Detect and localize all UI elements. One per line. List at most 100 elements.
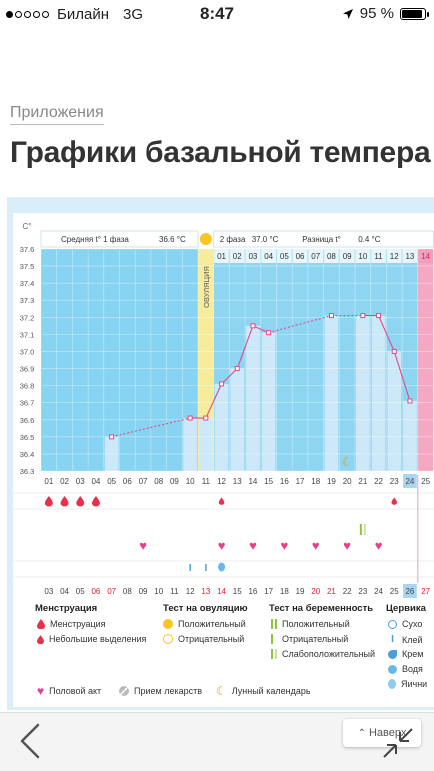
calendar-date-label: 09 [139, 587, 148, 596]
legend-intercourse: ♥ Половой акт [37, 685, 102, 697]
calendar-date-label: 11 [170, 587, 179, 596]
collapse-fullscreen-icon[interactable] [376, 721, 420, 765]
calendar-date-label: 14 [217, 587, 226, 596]
ring-icon [388, 619, 397, 629]
ovulation-band [198, 249, 214, 471]
temperature-point [203, 415, 209, 421]
eggwhite-icon [388, 679, 396, 689]
temperature-point [376, 313, 382, 319]
legend-ovulation-positive: Положительный [163, 619, 246, 629]
temperature-line-segment [221, 368, 238, 385]
cycle-day-number: 02 [60, 477, 69, 486]
temp-diff-label: Разница t° [302, 235, 341, 244]
temp-diff-value: 0.4 °C [358, 235, 381, 244]
menstruation-drop-icon [60, 496, 69, 507]
cycle-day-number: 16 [280, 477, 289, 486]
calendar-date-label: 08 [123, 587, 132, 596]
y-tick-label: 36.3 [20, 467, 35, 476]
intercourse-heart-icon: ♥ [343, 538, 351, 553]
temperature-line-segment [205, 383, 223, 419]
legend-label: Клей [402, 634, 423, 645]
calendar-date-label: 21 [327, 587, 336, 596]
cycle-day-cell [339, 249, 355, 263]
calendar-date-label: 22 [343, 587, 352, 596]
cycle-day-cell [386, 249, 402, 263]
carrier-group: Билайн 3G [6, 6, 143, 23]
cycle-day-label: 07 [311, 252, 320, 261]
legend-label: Слабоположительный [282, 649, 376, 659]
section-label[interactable]: Приложения [10, 104, 104, 125]
cycle-day-number: 04 [91, 477, 100, 486]
cycle-day-label: 01 [217, 252, 226, 261]
pill-icon [119, 686, 129, 696]
cycle-day-cell [355, 249, 371, 263]
legend-label: Небольшие выделения [49, 634, 147, 644]
temperature-point [234, 366, 240, 372]
cycle-day-label: 11 [374, 252, 383, 261]
temperature-point [250, 323, 256, 329]
cycle-day-number: 23 [390, 477, 399, 486]
intercourse-heart-icon: ♥ [375, 538, 383, 553]
y-tick-label: 37.5 [20, 262, 35, 271]
cycle-day-number: 19 [327, 477, 336, 486]
cycle-day-number: 08 [154, 477, 163, 486]
cycle-day-number: 18 [311, 477, 320, 486]
legend-lunar: ☾ Лунный календарь [216, 685, 311, 697]
calendar-date-label: 25 [390, 587, 399, 596]
calendar-date-label: 24 [374, 587, 383, 596]
cycle-day-number: 24 [405, 477, 414, 486]
cycle-day-label: 09 [343, 252, 352, 261]
temperature-bar [371, 315, 386, 471]
temperature-line-segment [111, 417, 191, 438]
chevron-up-icon: ⌃ [357, 727, 366, 739]
temperature-point [219, 381, 225, 387]
y-tick-label: 37.3 [20, 296, 35, 305]
light-bleeding-drop-icon [391, 497, 398, 505]
legend-cervical-title: Цервика [386, 603, 426, 614]
intercourse-heart-icon: ♥ [312, 538, 320, 553]
sticky-icon: I [391, 634, 394, 645]
back-arrow-icon[interactable] [14, 721, 48, 761]
legend-label: Крем [402, 649, 424, 659]
weak-lines-icon [271, 649, 277, 659]
calendar-date-label: 13 [201, 587, 210, 596]
temperature-line-segment [236, 325, 254, 369]
temperature-line-segment [252, 325, 269, 334]
calendar-date-label: 04 [60, 587, 69, 596]
cycle-day-number: 06 [123, 477, 132, 486]
legend-pregnancy-title: Тест на беременность [269, 603, 374, 614]
temperature-line-segment [393, 351, 411, 402]
legend-label: Отрицательный [282, 634, 349, 644]
y-tick-label: 36.9 [20, 365, 35, 374]
calendar-date-label: 19 [296, 587, 305, 596]
cycle-day-cell [214, 249, 229, 263]
calendar-date-label: 07 [107, 587, 116, 596]
legend-label: Лунный календарь [231, 686, 311, 696]
legend-label: Половой акт [49, 686, 102, 696]
temperature-point [407, 398, 413, 404]
cycle-day-number: 21 [358, 477, 367, 486]
calendar-date-label: 27 [421, 587, 430, 596]
y-tick-label: 36.5 [20, 433, 35, 442]
status-right: 95 % [342, 5, 429, 22]
temperature-bar [199, 418, 213, 471]
legend-label: Менструация [50, 619, 106, 629]
signal-strength-icon [6, 11, 49, 18]
legend-pregnancy-positive: Положительный [271, 619, 350, 629]
legend-pregnancy-negative: Отрицательный [271, 634, 348, 644]
legend-ovulation-negative: Отрицательный [163, 634, 244, 644]
cervical-sticky-icon: I [189, 563, 192, 574]
bottom-toolbar: ⌃ Наверх [0, 712, 434, 771]
legend-cervical-watery: Водя [388, 664, 423, 674]
legend-medication: Прием лекарств [119, 686, 202, 696]
cycle-end-band [417, 249, 434, 471]
temperature-bar [356, 315, 370, 471]
cycle-day-label: 04 [264, 252, 273, 261]
y-axis-unit: C° [23, 222, 32, 231]
cervical-watery-icon [218, 562, 226, 572]
pregnancy-test-line-icon [363, 524, 366, 535]
cycle-day-label: 02 [233, 252, 242, 261]
calendar-date-label: 15 [233, 587, 242, 596]
cycle-day-number: 12 [217, 477, 226, 486]
ovulation-sun-icon [199, 233, 212, 245]
